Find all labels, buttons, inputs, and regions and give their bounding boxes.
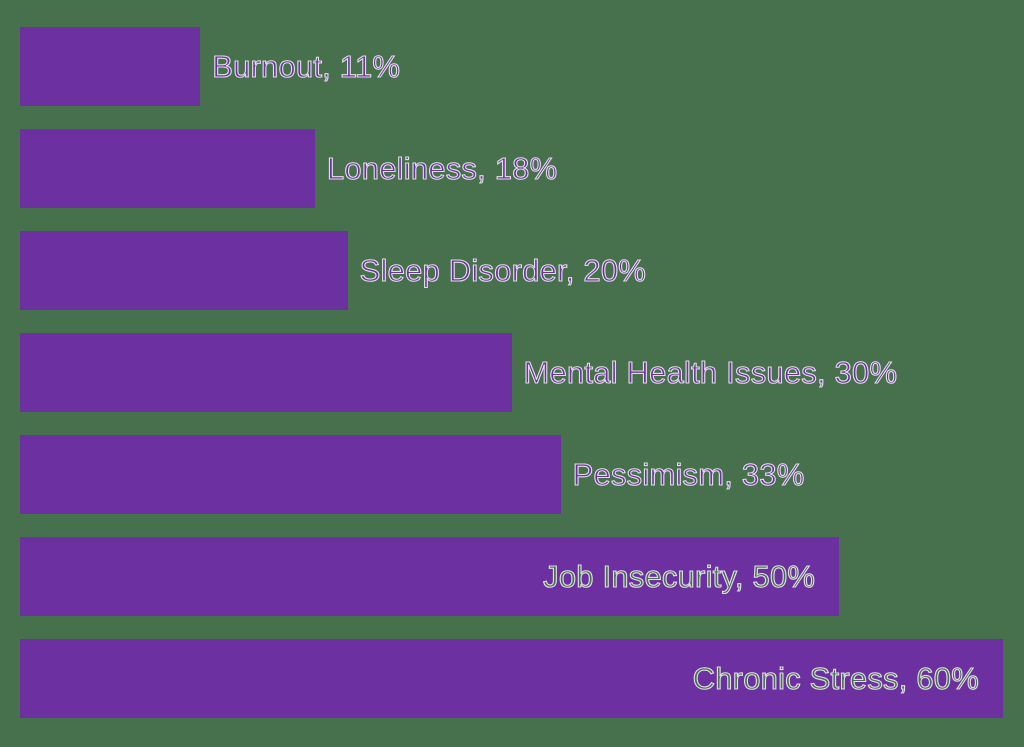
bar-sleep-disorder	[20, 231, 348, 310]
bar-loneliness	[20, 129, 315, 208]
bar-row-pessimism: Pessimism, 33%	[20, 435, 1003, 514]
bar-data-label-pessimism: Pessimism, 33%	[572, 456, 805, 492]
bar-data-label-mental-health-issues: Mental Health Issues, 30%	[523, 354, 898, 390]
bar-row-job-insecurity: Job Insecurity, 50%	[20, 537, 1003, 616]
bar-row-mental-health-issues: Mental Health Issues, 30%	[20, 333, 1003, 412]
bar-chronic-stress: Chronic Stress, 60%	[20, 639, 1003, 718]
bar-pessimism	[20, 435, 561, 514]
bar-data-label-sleep-disorder: Sleep Disorder, 20%	[359, 252, 647, 288]
bar-row-chronic-stress: Chronic Stress, 60%	[20, 639, 1003, 718]
bar-mental-health-issues	[20, 333, 512, 412]
horizontal-bar-chart: Burnout, 11% Loneliness, 18% Sleep Disorde…	[20, 27, 1003, 718]
bar-row-loneliness: Loneliness, 18%	[20, 129, 1003, 208]
bar-job-insecurity: Job Insecurity, 50%	[20, 537, 840, 616]
bar-burnout	[20, 27, 201, 106]
bar-row-sleep-disorder: Sleep Disorder, 20%	[20, 231, 1003, 310]
bar-data-label-job-insecurity: Job Insecurity, 50%	[543, 558, 816, 594]
bar-row-burnout: Burnout, 11%	[20, 27, 1003, 106]
bar-data-label-loneliness: Loneliness, 18%	[326, 150, 558, 186]
bar-data-label-chronic-stress: Chronic Stress, 60%	[692, 660, 979, 696]
bar-data-label-burnout: Burnout, 11%	[212, 48, 401, 84]
